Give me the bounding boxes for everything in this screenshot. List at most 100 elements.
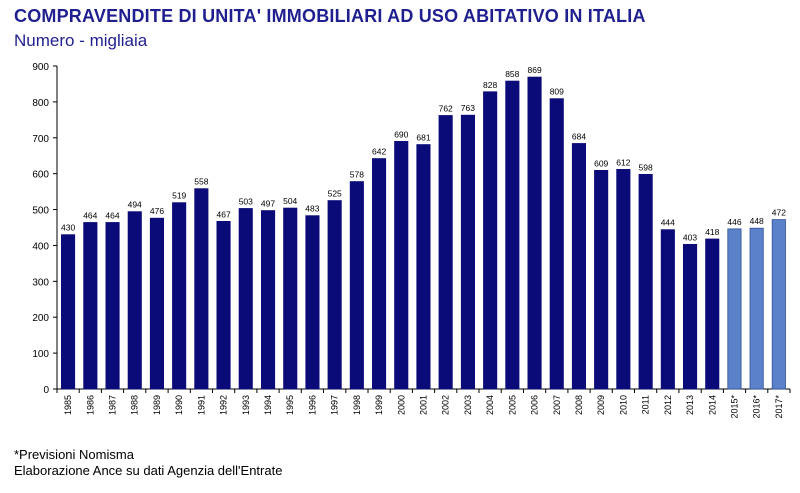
x-tick-label: 1995 (285, 395, 295, 415)
x-tick-label: 2013 (685, 395, 695, 415)
x-tick-label: 1988 (130, 395, 140, 415)
bar (594, 169, 609, 390)
data-label: 464 (83, 211, 97, 221)
bar (771, 219, 786, 390)
bar (83, 222, 98, 390)
bar (149, 217, 165, 390)
chart-subtitle: Numero - migliaia (14, 31, 148, 50)
bar (749, 227, 764, 390)
bar (327, 200, 342, 390)
x-tick-label: 1985 (63, 395, 73, 415)
data-label: 598 (639, 162, 653, 172)
data-label: 430 (61, 223, 75, 233)
y-tick-label: 700 (32, 134, 49, 145)
data-label: 828 (483, 80, 497, 90)
y-tick-label: 100 (32, 349, 49, 360)
x-tick-label: 1993 (241, 395, 251, 415)
y-tick-label: 600 (32, 170, 49, 181)
x-tick-label: 1991 (196, 395, 206, 415)
data-label: 809 (550, 87, 564, 97)
y-tick-label: 300 (32, 277, 49, 288)
bar (238, 208, 253, 390)
y-tick-label: 400 (32, 241, 49, 252)
x-tick-label: 1986 (85, 395, 95, 415)
data-label: 446 (727, 217, 741, 227)
data-label: 690 (394, 129, 408, 139)
data-label: 763 (461, 103, 475, 113)
y-tick-label: 800 (32, 98, 49, 109)
data-label: 403 (683, 232, 697, 242)
data-label: 504 (283, 196, 297, 206)
data-label: 497 (261, 199, 275, 209)
x-tick-label: 2014 (707, 395, 717, 415)
x-tick-label: 2015* (730, 395, 740, 419)
x-tick-label: 2009 (596, 395, 606, 415)
x-tick-label: 1989 (152, 395, 162, 415)
bar (438, 115, 453, 390)
x-tick-label: 2011 (641, 395, 651, 414)
data-label: 519 (172, 191, 186, 201)
data-label: 858 (505, 69, 519, 79)
data-label: 762 (439, 104, 453, 114)
x-tick-label: 1998 (352, 395, 362, 415)
bar (105, 222, 120, 390)
bar (727, 228, 742, 390)
data-label: 612 (616, 157, 630, 167)
data-label: 418 (705, 227, 719, 237)
data-label: 494 (128, 200, 142, 210)
data-label: 642 (372, 147, 386, 157)
x-tick-label: 1999 (374, 395, 384, 415)
x-tick-label: 1994 (263, 395, 273, 415)
bar (127, 211, 142, 390)
x-tick-label: 1997 (330, 395, 340, 415)
bar (483, 91, 498, 390)
x-tick-label: 2010 (618, 395, 628, 415)
x-tick-label: 2007 (552, 395, 562, 415)
x-tick-label: 2017* (774, 395, 784, 419)
bar (705, 238, 720, 390)
x-tick-label: 1987 (108, 395, 118, 415)
x-tick-label: 2005 (507, 395, 517, 415)
y-tick-label: 500 (32, 206, 49, 217)
data-label: 525 (328, 189, 342, 199)
bar (683, 243, 698, 390)
data-label: 578 (350, 170, 364, 180)
data-label: 467 (217, 209, 231, 219)
data-label: 464 (105, 211, 119, 221)
bar (305, 215, 320, 390)
x-tick-label: 2001 (419, 395, 429, 415)
bar (172, 202, 187, 390)
bar (394, 140, 409, 390)
x-tick-label: 1990 (174, 395, 184, 415)
source-footnote: Elaborazione Ance su dati Agenzia dell'E… (14, 463, 283, 478)
data-label: 869 (528, 65, 542, 75)
bar (460, 114, 475, 390)
data-label: 444 (661, 218, 675, 228)
x-tick-label: 2012 (663, 395, 673, 415)
data-label: 609 (594, 158, 608, 168)
data-label: 681 (416, 133, 430, 143)
bar (527, 76, 542, 390)
bar (194, 188, 209, 390)
data-label: 476 (150, 206, 164, 216)
x-tick-label: 2003 (463, 395, 473, 415)
y-tick-label: 200 (32, 313, 49, 324)
bar (349, 181, 364, 390)
bar (505, 80, 520, 390)
bar (283, 207, 298, 390)
data-label: 684 (572, 132, 586, 142)
bar (216, 220, 231, 390)
x-tick-label: 2002 (441, 395, 451, 415)
x-tick-label: 2006 (530, 395, 540, 415)
bar (371, 158, 387, 390)
bar (549, 98, 564, 390)
data-label: 483 (305, 204, 319, 214)
bar (416, 144, 431, 390)
data-label: 558 (194, 177, 208, 187)
bar (660, 229, 675, 390)
x-tick-label: 1992 (219, 395, 229, 415)
bar (260, 210, 276, 390)
bar (638, 173, 653, 390)
data-label: 448 (750, 216, 764, 226)
